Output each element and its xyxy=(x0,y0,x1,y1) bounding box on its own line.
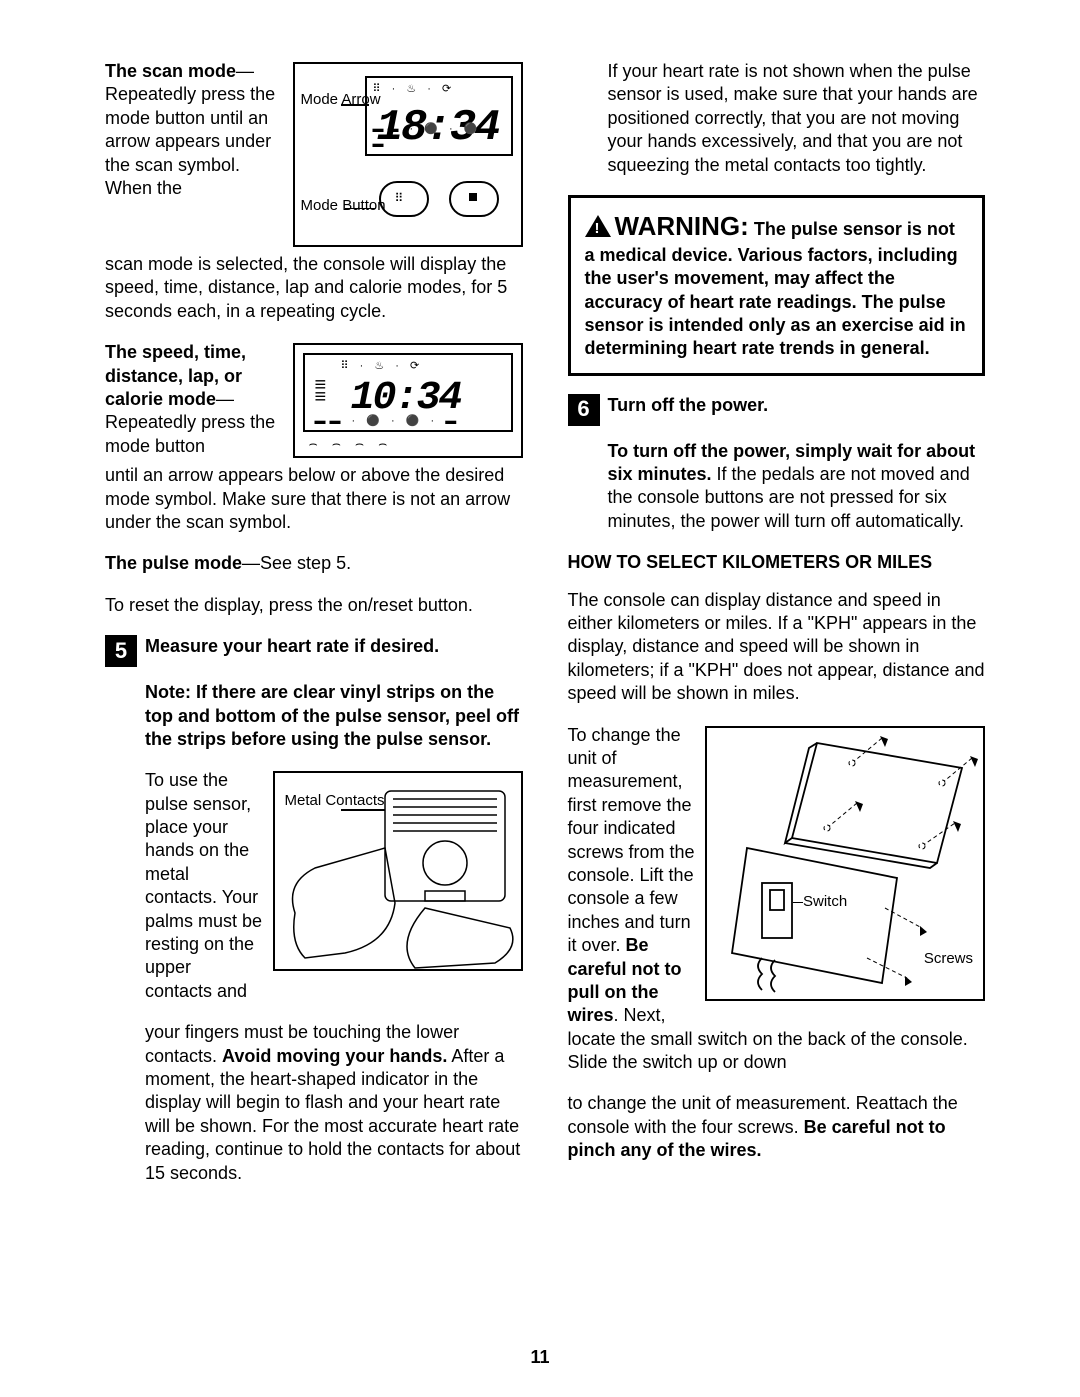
step-6-title: Turn off the power. xyxy=(608,394,986,417)
step5-text2c: After a moment, the heart-shaped indicat… xyxy=(145,1046,520,1183)
lcd-bottom-icons: ▬▬ · ⚫ · ⚫ · ▬ xyxy=(373,122,511,151)
left-column: ⠿ · ♨ · ⟳ 18:34 ▬▬ · ⚫ · ⚫ · ▬ Mode Arro… xyxy=(105,60,523,1203)
step-5-header: 5 Measure your heart rate if desired. xyxy=(105,635,523,667)
page-number: 11 xyxy=(0,1346,1080,1369)
km-p2c: . Next, locate the small switch on the b… xyxy=(568,1005,968,1072)
figure-console-speed: ⠿ · ♨ · ⟳ ≡≡ 10:34 ▬▬ · ⚫ · ⚫ · ▬ ⌢⌢⌢⌢ xyxy=(293,343,523,458)
step-5-title: Measure your heart rate if desired. xyxy=(145,635,523,658)
scan-mode-block: ⠿ · ♨ · ⟳ 18:34 ▬▬ · ⚫ · ⚫ · ▬ Mode Arro… xyxy=(105,60,523,323)
km-heading: HOW TO SELECT KILOMETERS OR MILES xyxy=(568,551,986,574)
figure-console-scan: ⠿ · ♨ · ⟳ 18:34 ▬▬ · ⚫ · ⚫ · ▬ Mode Arro… xyxy=(293,62,523,247)
label-screws: Screws xyxy=(924,949,973,969)
scan-mode-para2: scan mode is selected, the console will … xyxy=(105,253,523,323)
step-5-badge: 5 xyxy=(105,635,137,667)
warning-triangle-icon xyxy=(585,215,611,237)
pulse-mode-line: The pulse mode—See step 5. xyxy=(105,552,523,575)
two-column-layout: ⠿ · ♨ · ⟳ 18:34 ▬▬ · ⚫ · ⚫ · ▬ Mode Arro… xyxy=(105,60,985,1203)
lcd-top-icons: ⠿ · ♨ · ⟳ xyxy=(373,82,456,96)
step-5-body2: your fingers must be touching the lower … xyxy=(145,1021,523,1185)
reset-line: To reset the display, press the on/reset… xyxy=(105,594,523,617)
km-para1: The console can display distance and spe… xyxy=(568,589,986,706)
right-column: If your heart rate is not shown when the… xyxy=(568,60,986,1203)
hr-not-shown-para: If your heart rate is not shown when the… xyxy=(608,60,986,177)
warning-box: WARNING: The pulse sensor is not a medic… xyxy=(568,195,986,376)
scan-mode-bold: The scan mode xyxy=(105,61,236,81)
scan-mode-text1: —Repeatedly press the mode button until … xyxy=(105,61,275,198)
step-6-body: To turn off the power, simply wait for a… xyxy=(608,440,986,534)
step-5-note: Note: If there are clear vinyl strips on… xyxy=(145,681,523,751)
label-mode-button: Mode Button xyxy=(301,196,386,216)
warning-text: WARNING: The pulse sensor is not a medic… xyxy=(585,210,969,361)
figure-console-back: Switch Screws xyxy=(705,726,985,1001)
step-6-header: 6 Turn off the power. xyxy=(568,394,986,426)
warning-head: WARNING: xyxy=(615,211,749,241)
label-mode-arrow: Mode Arrow xyxy=(301,90,381,110)
pulse-mode-text: —See step 5. xyxy=(242,553,351,573)
pulse-mode-bold: The pulse mode xyxy=(105,553,242,573)
km-para2-block: Switch Screws To change the unit of meas… xyxy=(568,724,986,1075)
speed-mode-para2: until an arrow appears below or above th… xyxy=(105,464,523,534)
km-p2a: To change the unit of measurement, first… xyxy=(568,725,695,956)
km-para3: to change the unit of measurement. Reatt… xyxy=(568,1092,986,1162)
label-metal-contacts: Metal Contacts xyxy=(285,791,385,811)
figure-metal-contacts: Metal Contacts xyxy=(273,771,523,971)
speed-mode-block: ⠿ · ♨ · ⟳ ≡≡ 10:34 ▬▬ · ⚫ · ⚫ · ▬ ⌢⌢⌢⌢ T… xyxy=(105,341,523,534)
label-switch: Switch xyxy=(803,892,847,912)
step-6-badge: 6 xyxy=(568,394,600,426)
step5-text2b: Avoid moving your hands. xyxy=(222,1046,447,1066)
step-5-body1: Metal Contacts To use the pulse sensor, … xyxy=(145,769,523,1003)
